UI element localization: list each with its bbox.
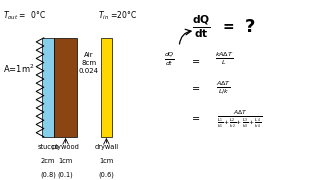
Text: (0.8): (0.8)	[40, 171, 56, 177]
Bar	[54, 38, 77, 137]
Text: $\frac{dQ}{dt}$: $\frac{dQ}{dt}$	[164, 50, 175, 68]
Bar	[101, 38, 112, 137]
Text: $T_{out}=$  0°C: $T_{out}=$ 0°C	[3, 9, 47, 21]
Text: drywall: drywall	[94, 144, 118, 150]
Text: A=1m$^2$: A=1m$^2$	[3, 62, 35, 75]
Text: 1cm: 1cm	[99, 158, 114, 164]
Text: Air
8cm
0.024: Air 8cm 0.024	[79, 52, 99, 74]
Text: $=$: $=$	[190, 82, 201, 92]
Text: (0.1): (0.1)	[58, 171, 74, 177]
Text: $=$: $=$	[190, 112, 201, 122]
Text: $\frac{A\Delta T}{L/k}$: $\frac{A\Delta T}{L/k}$	[216, 79, 232, 96]
Text: stucco: stucco	[37, 144, 59, 150]
Text: plywood: plywood	[52, 144, 80, 150]
Text: $\mathbf{=}$: $\mathbf{=}$	[220, 18, 235, 32]
Text: 2cm: 2cm	[41, 158, 55, 164]
Text: $T_{in}$ =20°C: $T_{in}$ =20°C	[98, 9, 137, 21]
Bar	[42, 38, 54, 137]
Text: (0.6): (0.6)	[99, 171, 114, 177]
Text: 1cm: 1cm	[59, 158, 73, 164]
Text: $\mathbf{\frac{dQ}{dt}}$: $\mathbf{\frac{dQ}{dt}}$	[192, 13, 211, 40]
Text: $\frac{A\Delta T}{\frac{L_1}{k_1}+\frac{L_2}{k_2}+\frac{L_3}{k_3}+\frac{L_4}{k_4: $\frac{A\Delta T}{\frac{L_1}{k_1}+\frac{…	[218, 108, 262, 130]
Text: $\frac{kA\Delta T}{L}$: $\frac{kA\Delta T}{L}$	[215, 50, 233, 67]
Text: $\mathbf{?}$: $\mathbf{?}$	[244, 18, 255, 36]
Text: $=$: $=$	[190, 55, 201, 65]
